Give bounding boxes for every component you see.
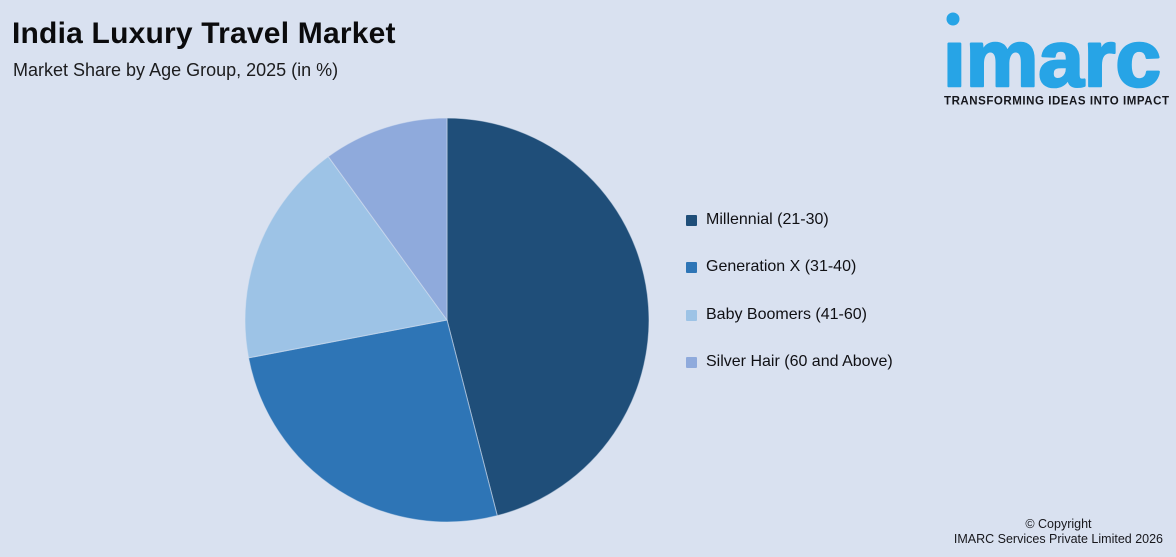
legend-label-baby-boomers: Baby Boomers (41-60) xyxy=(706,305,867,323)
pie-slice-1 xyxy=(446,117,650,517)
pie-slice-2 xyxy=(247,319,498,523)
legend-label-generation-x: Generation X (31-40) xyxy=(706,258,857,275)
pie-slice-3 xyxy=(244,155,448,359)
legend-swatch-silver-hair-icon xyxy=(686,357,697,368)
chart-legend: Millennial (21-30) Generation X (31-40) … xyxy=(686,209,893,373)
page-title: India Luxury Travel Market xyxy=(12,17,396,50)
legend-swatch-millennial-icon xyxy=(686,214,697,226)
pie-slice-4 xyxy=(327,117,448,322)
logo-i-dot-icon xyxy=(946,12,960,26)
legend-item-silver-hair: Silver Hair (60 and Above) xyxy=(686,352,893,373)
logo-tagline: TRANSFORMING IDEAS INTO IMPACT xyxy=(944,96,1169,108)
pie-chart xyxy=(244,117,650,523)
legend-swatch-generation-x-icon xyxy=(686,262,697,273)
imarc-logo: ımarc TRANSFORMING IDEAS INTO IMPACT xyxy=(940,0,1174,112)
legend-item-millennial: Millennial (21-30) xyxy=(686,209,893,230)
imarc-logo-graphic: ımarc TRANSFORMING IDEAS INTO IMPACT xyxy=(942,12,1169,108)
legend-item-baby-boomers: Baby Boomers (41-60) xyxy=(686,304,893,325)
copyright-line1: © Copyright xyxy=(1025,517,1092,531)
legend-label-silver-hair: Silver Hair (60 and Above) xyxy=(706,353,893,370)
legend-item-generation-x: Generation X (31-40) xyxy=(686,257,893,278)
copyright: © Copyright IMARC Services Private Limit… xyxy=(954,517,1163,547)
legend-swatch-baby-boomers-icon xyxy=(686,309,697,321)
legend-label-millennial: Millennial (21-30) xyxy=(706,210,829,228)
copyright-line2: IMARC Services Private Limited 2026 xyxy=(953,532,1163,546)
logo-wordmark: ımarc xyxy=(943,14,1161,103)
page-subtitle: Market Share by Age Group, 2025 (in %) xyxy=(13,60,339,80)
